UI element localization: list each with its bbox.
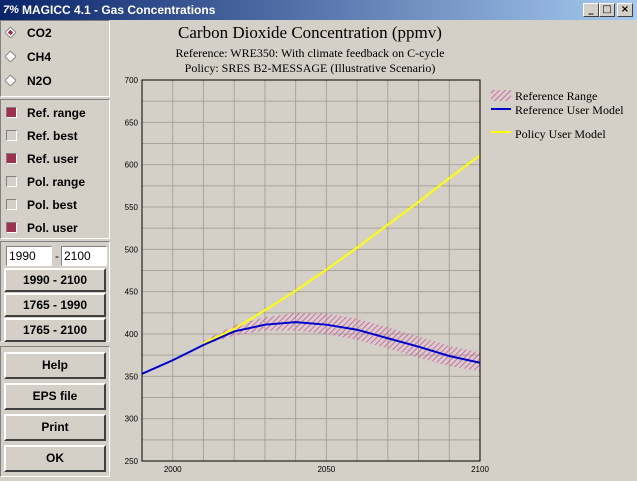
y-tick-label: 500 bbox=[125, 245, 139, 254]
year-separator: - bbox=[55, 249, 59, 263]
ok-button[interactable]: OK bbox=[4, 445, 106, 472]
y-tick-label: 600 bbox=[125, 161, 139, 170]
option-label: Ref. best bbox=[27, 129, 78, 143]
radio-icon bbox=[5, 75, 16, 86]
co2-chart: Carbon Dioxide Concentration (ppmv) Refe… bbox=[125, 23, 625, 474]
plot-frame bbox=[141, 79, 481, 462]
y-tick-label: 400 bbox=[125, 330, 139, 339]
range-button-1765-2100[interactable]: 1765 - 2100 bbox=[4, 318, 106, 342]
legend: Reference Range Reference User Model Pol… bbox=[491, 89, 624, 141]
title-bar: 7% MAGICC 4.1 - Gas Concentrations _ □ × bbox=[0, 0, 637, 20]
print-button[interactable]: Print bbox=[4, 414, 106, 441]
x-tick-label: 2000 bbox=[164, 465, 182, 474]
chart-subtitle-policy: Policy: SRES B2-MESSAGE (Illustrative Sc… bbox=[185, 61, 436, 75]
window-title: MAGICC 4.1 - Gas Concentrations bbox=[22, 3, 216, 17]
gas-selector-panel: CO2 CH4 N2O bbox=[0, 20, 110, 97]
y-tick-label: 550 bbox=[125, 203, 139, 212]
close-button[interactable]: × bbox=[617, 3, 633, 17]
chart-title: Carbon Dioxide Concentration (ppmv) bbox=[178, 23, 442, 42]
radio-icon bbox=[5, 51, 16, 62]
range-button-1990-2100[interactable]: 1990 - 2100 bbox=[4, 268, 106, 292]
checkbox-checked-icon bbox=[6, 222, 17, 233]
legend-label-reference-user: Reference User Model bbox=[515, 103, 624, 117]
chart-subtitle-reference: Reference: WRE350: With climate feedback… bbox=[176, 46, 445, 60]
series-reference-user-model bbox=[141, 321, 481, 375]
end-year-input[interactable]: 2100 bbox=[61, 246, 107, 266]
y-tick-label: 700 bbox=[125, 76, 139, 85]
radio-selected-icon bbox=[5, 27, 16, 38]
option-label: Pol. best bbox=[27, 198, 78, 212]
maximize-button[interactable]: □ bbox=[599, 3, 615, 17]
gas-label: N2O bbox=[27, 74, 52, 88]
checkbox-checked-icon bbox=[6, 107, 17, 118]
tick-labels: 250 300 350 400 450 500 550 600 650 700 2000 2050 21… bbox=[125, 76, 490, 474]
checkbox-icon bbox=[6, 130, 17, 141]
app-icon: 7% bbox=[3, 4, 19, 16]
y-tick-label: 650 bbox=[125, 118, 139, 127]
y-tick-label: 450 bbox=[125, 288, 139, 297]
eps-file-button[interactable]: EPS file bbox=[4, 383, 106, 410]
display-options-panel: Ref. range Ref. best Ref. user Pol. rang… bbox=[0, 99, 110, 239]
option-label: Pol. range bbox=[27, 175, 86, 189]
gas-label: CH4 bbox=[27, 50, 52, 64]
y-tick-label: 250 bbox=[125, 457, 139, 466]
legend-swatch-reference-range bbox=[491, 90, 511, 101]
option-label: Pol. user bbox=[27, 221, 78, 235]
reference-range-band bbox=[203, 312, 481, 372]
chart-area: Carbon Dioxide Concentration (ppmv) Refe… bbox=[111, 20, 637, 477]
checkbox-icon bbox=[6, 199, 17, 210]
option-label: Ref. range bbox=[27, 106, 86, 120]
gas-label: CO2 bbox=[27, 26, 52, 40]
y-tick-label: 350 bbox=[125, 372, 139, 381]
x-tick-label: 2050 bbox=[317, 465, 335, 474]
checkbox-checked-icon bbox=[6, 153, 17, 164]
start-year-input[interactable]: 1990 bbox=[6, 246, 52, 266]
minimize-button[interactable]: _ bbox=[583, 3, 599, 17]
grid bbox=[142, 80, 480, 461]
legend-label-reference-range: Reference Range bbox=[515, 89, 597, 103]
checkbox-icon bbox=[6, 176, 17, 187]
help-button[interactable]: Help bbox=[4, 352, 106, 379]
range-button-1765-1990[interactable]: 1765 - 1990 bbox=[4, 293, 106, 317]
option-label: Ref. user bbox=[27, 152, 79, 166]
y-tick-label: 300 bbox=[125, 415, 139, 424]
legend-label-policy-user: Policy User Model bbox=[515, 127, 606, 141]
series-policy-user-model bbox=[203, 154, 481, 345]
x-tick-label: 2100 bbox=[471, 465, 489, 474]
